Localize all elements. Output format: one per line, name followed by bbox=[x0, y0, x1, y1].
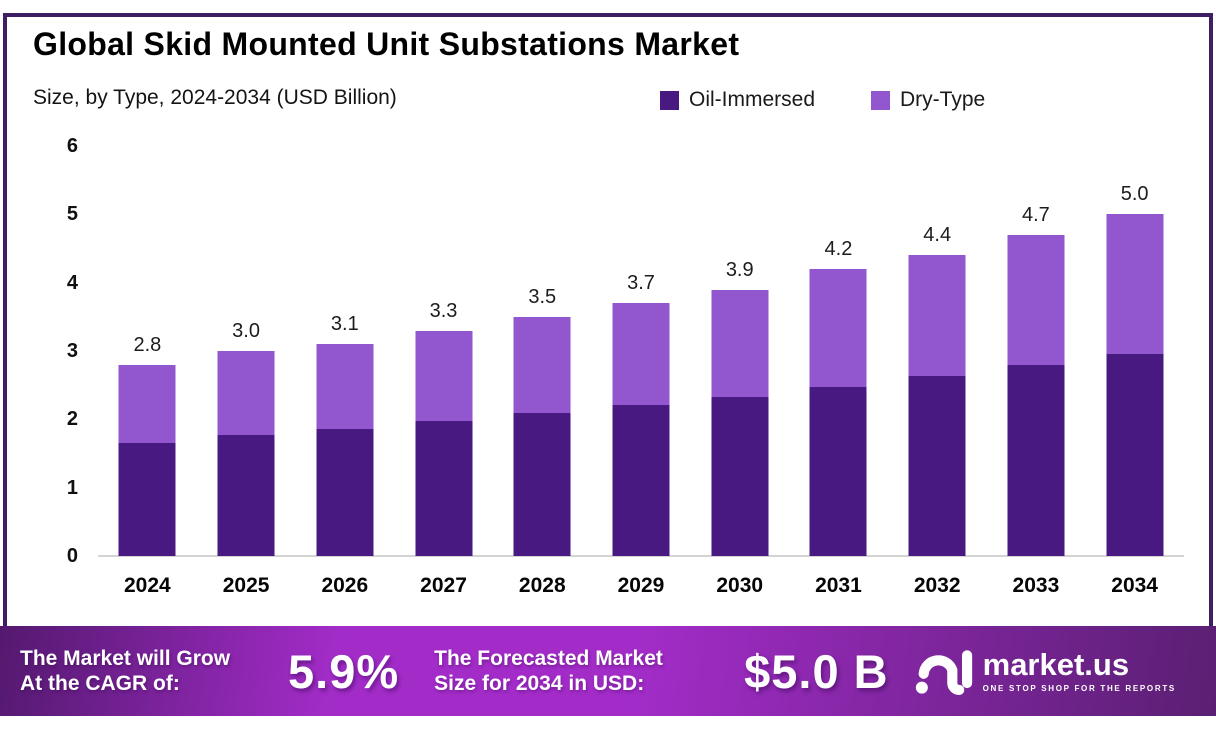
forecast-label-line2: Size for 2034 in USD: bbox=[434, 672, 645, 695]
legend-swatch-dry-type-icon bbox=[871, 90, 891, 110]
x-tick-label: 2025 bbox=[222, 574, 270, 597]
bar-total-label: 3.9 bbox=[725, 258, 754, 281]
bar-total-label: 4.4 bbox=[923, 224, 952, 247]
bar-segment-oil-immersed bbox=[809, 386, 867, 556]
y-axis: 0 1 2 3 4 5 6 bbox=[30, 0, 78, 620]
chart-title: Global Skid Mounted Unit Substations Mar… bbox=[33, 26, 740, 62]
bar-group: 4.7 bbox=[987, 146, 1086, 556]
x-tick-label: 2030 bbox=[716, 574, 764, 597]
bar-segment-dry-type bbox=[415, 330, 473, 422]
bar-segment-dry-type bbox=[809, 269, 867, 387]
x-axis-line bbox=[98, 555, 1184, 557]
forecast-value: $5.0 B bbox=[744, 644, 889, 698]
y-tick-label: 3 bbox=[66, 340, 78, 362]
cagr-label-line2: At the CAGR of: bbox=[20, 672, 180, 695]
logo-text-block: market.us ONE STOP SHOP FOR THE REPORTS bbox=[983, 649, 1176, 693]
bar-segment-dry-type bbox=[217, 351, 275, 436]
bar-segment-oil-immersed bbox=[316, 428, 374, 556]
cagr-value: 5.9% bbox=[288, 644, 400, 698]
forecast-label-line1: The Forecasted Market bbox=[434, 646, 663, 670]
bar-segment-oil-immersed bbox=[612, 404, 670, 556]
bar-segment-dry-type bbox=[908, 255, 966, 377]
logo-tagline: ONE STOP SHOP FOR THE REPORTS bbox=[982, 684, 1176, 693]
y-tick-label: 6 bbox=[66, 135, 78, 157]
bar-segment-dry-type bbox=[316, 344, 374, 429]
legend-item-oil-immersed: Oil-Immersed bbox=[660, 88, 815, 112]
footer-banner: The Market will Grow At the CAGR of: 5.9… bbox=[0, 626, 1216, 716]
bar-segment-oil-immersed bbox=[711, 396, 769, 556]
bar-segment-dry-type bbox=[118, 364, 176, 444]
bar-total-label: 3.1 bbox=[330, 313, 359, 336]
bar-segment-dry-type bbox=[513, 316, 571, 414]
cagr-label: The Market will Grow At the CAGR of: bbox=[20, 646, 288, 696]
bar-group: 3.9 bbox=[690, 146, 789, 556]
bar-segment-dry-type bbox=[711, 289, 769, 397]
forecast-label: The Forecasted Market Size for 2034 in U… bbox=[434, 646, 728, 696]
plot-area: 2.8 3.0 3.1 3.3 3.5 3.7 3.9 4.2 4.4 4.7 5.0 bbox=[98, 146, 1184, 556]
logo-name: market.us bbox=[982, 647, 1130, 682]
x-tick-label: 2031 bbox=[815, 574, 862, 597]
chart-subtitle: Size, by Type, 2024-2034 (USD Billion) bbox=[33, 86, 397, 109]
x-tick-label: 2034 bbox=[1111, 574, 1158, 597]
y-tick-label: 0 bbox=[66, 545, 78, 567]
x-axis-labels: 2024 2025 2026 2027 2028 2029 2030 2031 2032 2033… bbox=[98, 574, 1184, 604]
bar-total-label: 4.2 bbox=[824, 238, 853, 260]
legend-label-oil-immersed: Oil-Immersed bbox=[689, 88, 816, 111]
bar-total-label: 3.3 bbox=[429, 299, 458, 322]
bar-total-label: 5.0 bbox=[1120, 183, 1149, 206]
bar-group: 5.0 bbox=[1085, 146, 1184, 556]
bar-total-label: 4.7 bbox=[1021, 203, 1050, 226]
bar-group: 3.5 bbox=[493, 146, 592, 556]
y-tick-label: 4 bbox=[66, 271, 78, 294]
market-us-logo-icon bbox=[915, 650, 972, 695]
legend-label-dry-type: Dry-Type bbox=[900, 88, 986, 111]
bar-total-label: 3.5 bbox=[528, 285, 557, 308]
x-tick-label: 2024 bbox=[124, 574, 171, 597]
bar-group: 3.1 bbox=[295, 146, 394, 556]
bar-segment-dry-type bbox=[1106, 214, 1164, 355]
x-tick-label: 2029 bbox=[617, 574, 665, 597]
bar-group: 3.7 bbox=[592, 146, 691, 556]
bar-segment-oil-immersed bbox=[217, 435, 275, 556]
y-tick-label: 2 bbox=[66, 408, 78, 431]
x-tick-label: 2032 bbox=[913, 574, 961, 597]
bar-group: 2.8 bbox=[98, 146, 197, 556]
bar-group: 4.2 bbox=[789, 146, 888, 556]
bar-segment-dry-type bbox=[1007, 234, 1065, 366]
legend-item-dry-type: Dry-Type bbox=[871, 88, 985, 112]
x-tick-label: 2026 bbox=[321, 574, 369, 597]
market-us-logo: market.us ONE STOP SHOP FOR THE REPORTS bbox=[915, 647, 1176, 695]
bar-segment-dry-type bbox=[612, 303, 670, 405]
bar-total-label: 3.7 bbox=[627, 272, 655, 295]
y-tick-label: 1 bbox=[66, 476, 78, 499]
bar-total-label: 3.0 bbox=[232, 320, 260, 342]
bar-segment-oil-immersed bbox=[118, 443, 176, 556]
bar-segment-oil-immersed bbox=[415, 421, 473, 556]
bar-group: 3.0 bbox=[197, 146, 296, 556]
x-tick-label: 2028 bbox=[518, 574, 566, 597]
cagr-label-line1: The Market will Grow bbox=[20, 646, 231, 670]
bar-segment-oil-immersed bbox=[908, 376, 966, 556]
x-tick-label: 2027 bbox=[420, 574, 467, 597]
chart-legend: Oil-Immersed Dry-Type bbox=[660, 88, 985, 112]
y-tick-label: 5 bbox=[66, 203, 78, 226]
bar-group: 4.4 bbox=[888, 146, 987, 556]
legend-swatch-oil-immersed-icon bbox=[660, 90, 679, 110]
x-tick-label: 2033 bbox=[1012, 574, 1060, 597]
bar-segment-oil-immersed bbox=[1106, 354, 1164, 556]
bar-segment-oil-immersed bbox=[1007, 365, 1065, 556]
bar-group: 3.3 bbox=[394, 146, 493, 556]
bar-segment-oil-immersed bbox=[513, 413, 571, 556]
bar-total-label: 2.8 bbox=[133, 333, 162, 356]
